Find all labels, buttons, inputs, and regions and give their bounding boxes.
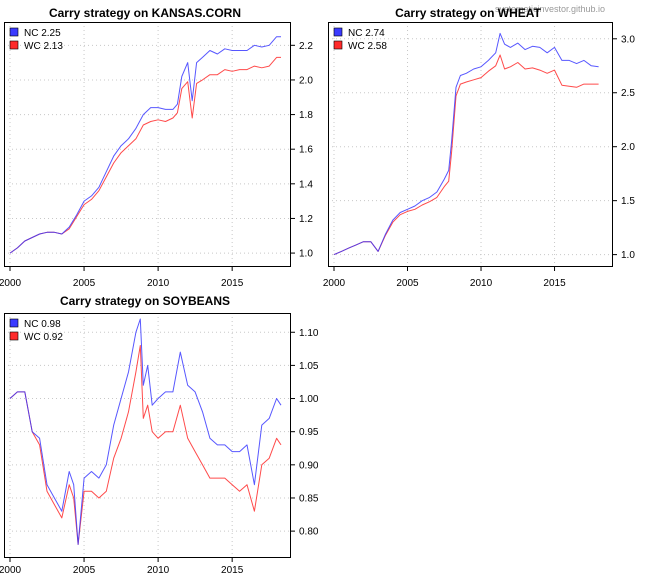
x-tick-label: 2010: [147, 278, 170, 289]
legend-swatch-wc: [9, 331, 19, 341]
watermark-text: systematicinvestor.github.io: [495, 4, 605, 14]
plot-frame: [4, 313, 291, 558]
x-tick-label: 2015: [221, 565, 244, 576]
y-tick-label: 1.6: [299, 145, 313, 156]
x-tick-label: 2000: [0, 565, 22, 576]
series-line-wc: [9, 345, 282, 545]
y-tick-label: 1.4: [299, 179, 313, 190]
x-tick-label: 2010: [470, 278, 493, 289]
y-tick-label: 1.2: [299, 214, 313, 225]
chart-title: Carry strategy on KANSAS.CORN: [49, 6, 241, 20]
y-tick-label: 0.95: [299, 427, 319, 438]
legend-label-nc: NC 0.98: [24, 319, 61, 330]
legend-swatch-wc: [9, 40, 19, 50]
y-tick-label: 1.10: [299, 328, 319, 339]
x-tick-label: 2005: [396, 278, 419, 289]
y-tick-label: 2.5: [621, 88, 635, 99]
legend-label-wc: WC 2.58: [348, 41, 387, 52]
y-tick-label: 2.0: [299, 75, 313, 86]
chart-panel-3: Carry strategy on SOYBEANS 0.80 0.85 0.90 0.…: [0, 294, 319, 576]
y-tick-label: 1.00: [299, 394, 319, 405]
chart-panel-2: Carry strategy on WHEAT 1.0 1.5 2.0 2.5 3.0 20…: [323, 6, 635, 289]
legend-label-nc: NC 2.74: [348, 28, 385, 39]
x-tick-label: 2005: [73, 565, 96, 576]
y-tick-label: 0.80: [299, 527, 319, 538]
legend-swatch-nc: [333, 27, 343, 37]
legend-swatch-nc: [9, 27, 19, 37]
series-line-nc: [333, 32, 599, 256]
legend-swatch-wc: [333, 40, 343, 50]
series-line-wc: [9, 56, 281, 254]
y-tick-label: 1.8: [299, 110, 313, 121]
series-line-nc: [9, 318, 282, 545]
x-tick-label: 2005: [73, 278, 96, 289]
y-tick-label: 0.85: [299, 493, 319, 504]
x-tick-label: 2010: [147, 565, 170, 576]
legend-label-nc: NC 2.25: [24, 28, 61, 39]
y-tick-label: 0.90: [299, 460, 319, 471]
series-line-wc: [333, 54, 599, 256]
legend-label-wc: WC 2.13: [24, 41, 63, 52]
x-tick-label: 2000: [323, 278, 346, 289]
plot-frame: [4, 22, 291, 267]
chart-title: Carry strategy on SOYBEANS: [60, 294, 230, 308]
y-tick-label: 1.5: [621, 196, 635, 207]
legend-swatch-nc: [9, 318, 19, 328]
plot-frame: [328, 22, 613, 267]
y-tick-label: 3.0: [621, 34, 635, 45]
x-tick-label: 2000: [0, 278, 22, 289]
y-tick-label: 2.0: [621, 142, 635, 153]
y-tick-label: 1.05: [299, 361, 319, 372]
y-tick-label: 1.0: [621, 250, 635, 261]
x-tick-label: 2015: [221, 278, 244, 289]
chart-panel-1: Carry strategy on KANSAS.CORN 1.0 1.2 1.4 1.…: [0, 6, 313, 289]
y-tick-label: 1.0: [299, 249, 313, 260]
y-tick-label: 2.2: [299, 41, 313, 52]
legend-label-wc: WC 0.92: [24, 332, 63, 343]
x-tick-label: 2015: [543, 278, 566, 289]
chart-title: Carry strategy on WHEAT: [395, 6, 541, 20]
series-line-nc: [9, 36, 281, 254]
